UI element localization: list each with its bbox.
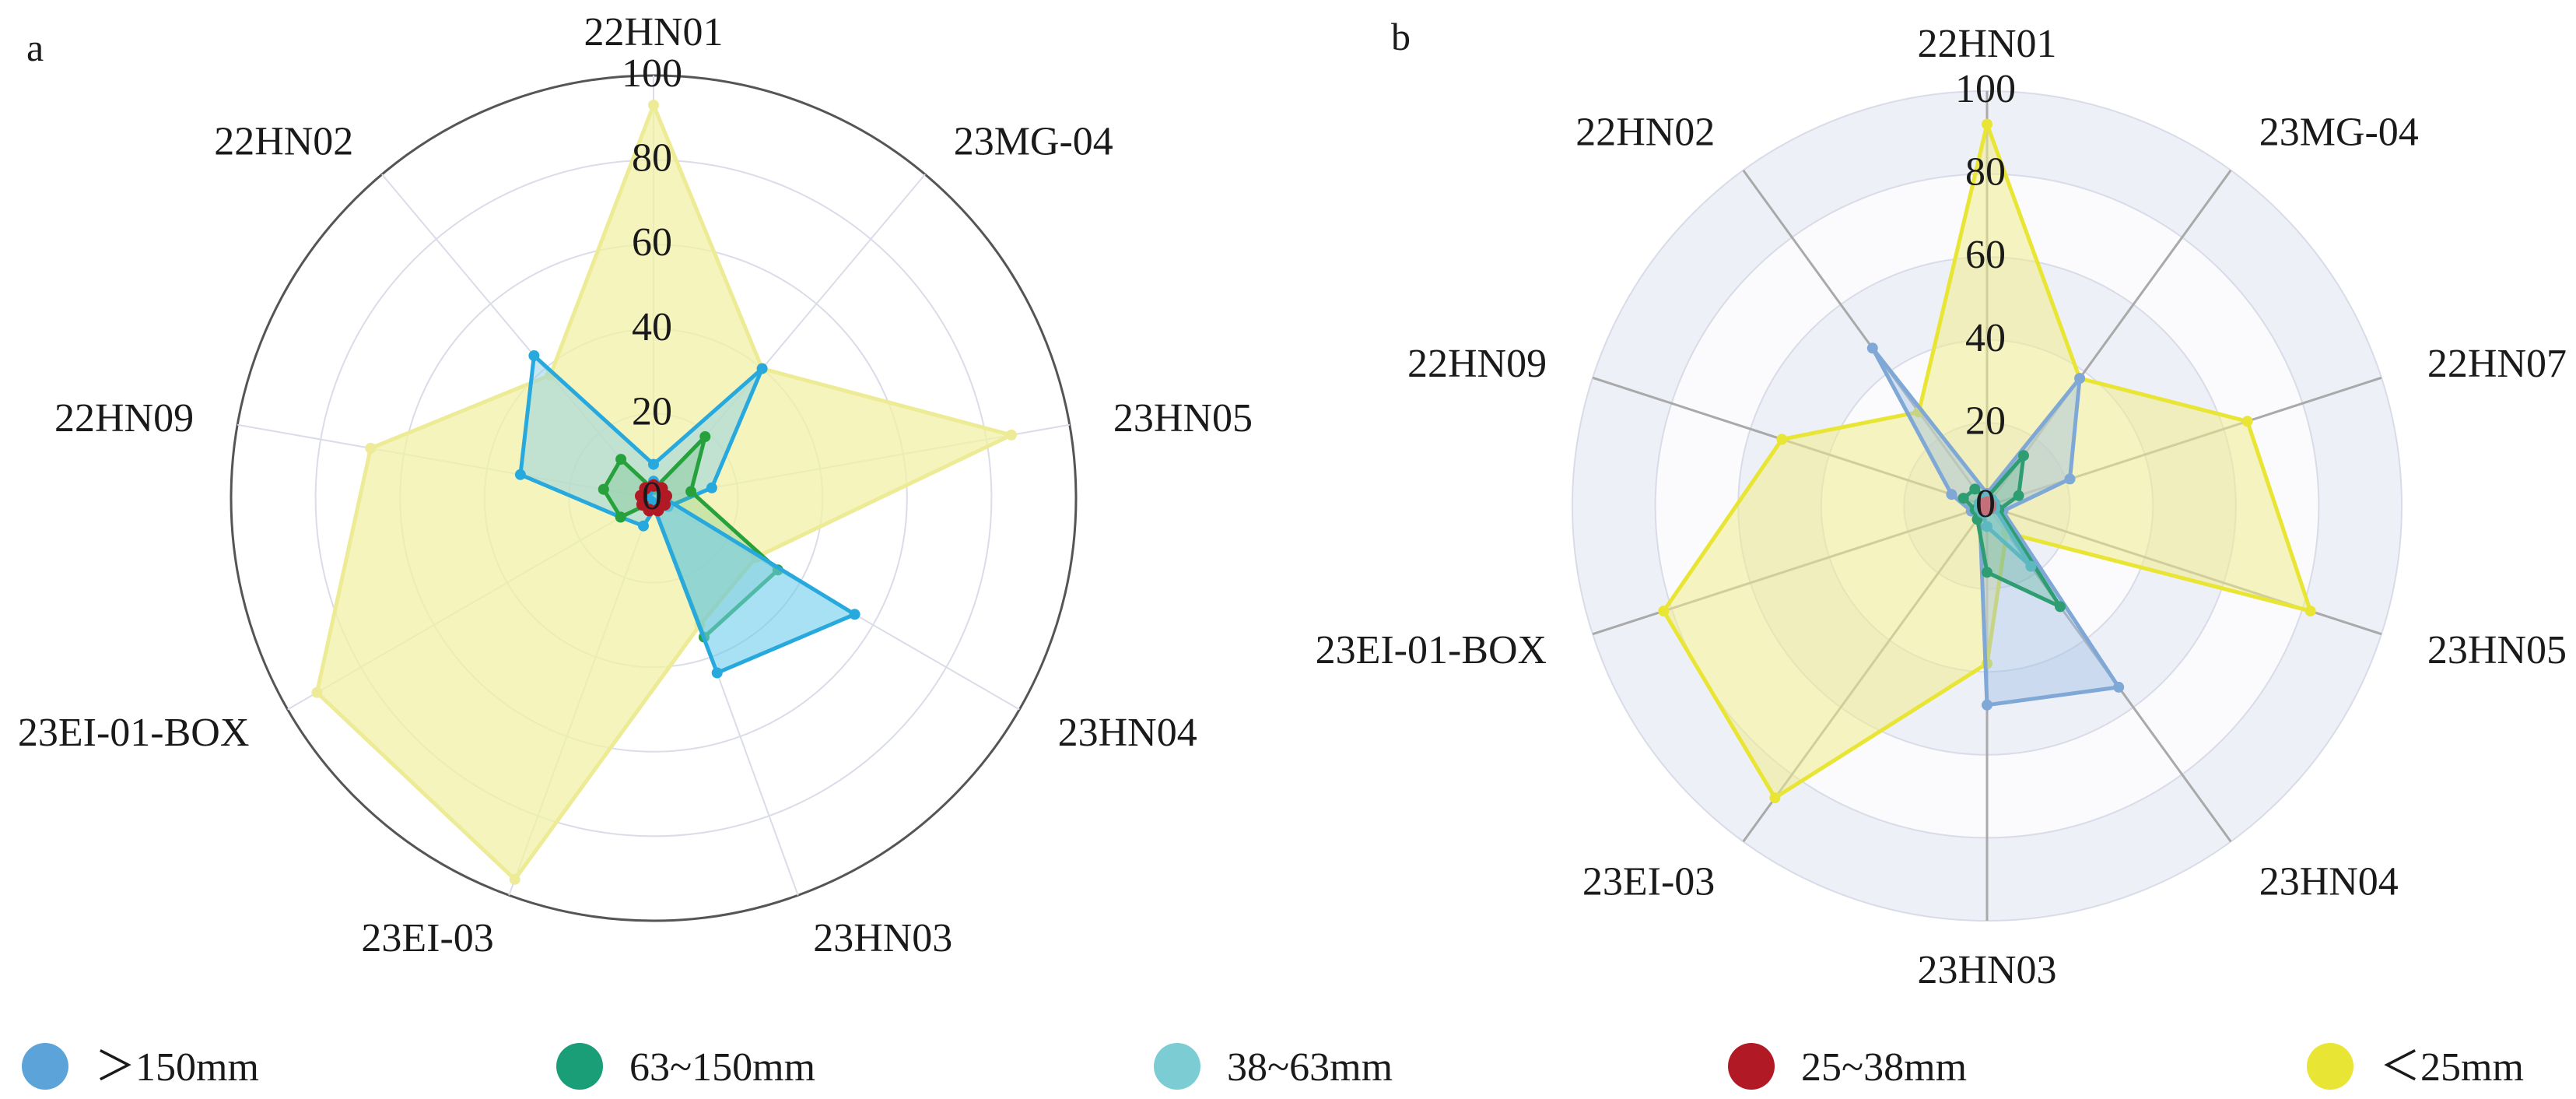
data-point-lt25 [311,686,323,698]
axis-label: 22HN01 [1917,22,2056,66]
axis-label: 23HN05 [2427,628,2567,672]
data-point-gt150 [648,458,659,470]
axis-label: 23EI-03 [361,916,493,960]
data-point-m38_63 [2025,560,2037,572]
radial-tick-label: 40 [632,305,672,349]
data-point-gt150 [638,520,649,532]
axis-label: 23MG-04 [954,119,1113,163]
data-point-lt25 [1982,118,1992,130]
radial-tick-label: 60 [632,220,672,265]
data-point-lt25 [1769,792,1781,804]
data-point-gt150 [2074,373,2086,384]
axis-label: 23HN04 [2259,859,2399,904]
legend-label: 63~150mm [629,1045,815,1090]
data-point-m25_38 [1978,497,1990,508]
radial-tick-label: 100 [1955,67,2016,111]
data-point-lt25 [1005,429,1017,441]
axis-label: 23EI-01-BOX [1316,628,1547,672]
data-point-m63_150 [2055,601,2066,613]
legend-label: ＞150mm [95,1045,259,1090]
data-point-m63_150 [598,483,609,495]
axis-label: 23HN05 [1113,396,1253,441]
data-point-lt25 [365,442,377,454]
radial-tick-label: 20 [632,389,672,434]
panel-label: b [1391,15,1411,58]
radial-tick-label: 100 [622,51,682,96]
axis-label: 23HN03 [813,916,952,960]
data-point-lt25 [2304,606,2316,617]
axis-label: 22HN09 [54,396,194,441]
legend-marker-m38_63 [1154,1043,1200,1090]
axis-label: 23EI-01-BOX [18,711,250,755]
data-point-m25_38 [639,482,652,495]
radial-tick-label: 20 [1965,399,2006,443]
data-point-gt150 [756,363,768,374]
legend: ＞150mm 63~150mm 38~63mm 25~38mm ＜25mm [22,1043,2524,1090]
data-point-m63_150 [1982,567,1992,578]
data-point-gt150 [1946,489,1957,500]
axis-label: 23HN03 [1917,948,2056,992]
axis-label: 23HN04 [1058,711,1197,755]
radial-tick-label: 60 [1965,233,2006,277]
data-point-m63_150 [1969,483,1981,495]
radial-tick-label: 80 [632,136,672,181]
legend-marker-gt150 [22,1043,68,1090]
data-point-m25_38 [651,504,664,517]
data-point-gt150 [2113,681,2125,693]
data-point-gt150 [528,350,540,361]
data-point-gt150 [706,482,717,493]
data-point-m63_150 [685,486,697,497]
data-point-gt150 [514,469,526,480]
data-point-m38_63 [1982,521,1992,532]
data-point-m38_63 [849,609,860,620]
legend-label: 25~38mm [1801,1045,1967,1090]
radial-tick-label: 0 [642,474,662,518]
data-point-m63_150 [2018,450,2029,462]
legend-marker-lt25 [2307,1043,2353,1090]
data-point-lt25 [648,100,659,111]
data-point-gt150 [2064,473,2076,485]
data-point-gt150 [1866,342,1878,354]
data-point-m63_150 [2013,490,2024,501]
radial-tick-label: 80 [1965,150,2006,195]
axis-label: 22HN07 [2427,342,2567,386]
data-point-m63_150 [615,454,627,465]
axis-label: 22HN02 [214,119,353,163]
radial-tick-label: 40 [1965,316,2006,360]
data-point-m38_63 [711,667,723,679]
data-point-gt150 [1982,699,1992,711]
radial-tick-label: 0 [1975,482,1996,526]
data-point-lt25 [2241,416,2253,427]
axis-label: 22HN01 [584,10,723,54]
axis-label: 22HN09 [1407,342,1547,386]
data-point-lt25 [1658,606,1670,617]
data-point-lt25 [509,873,520,885]
legend-label: 38~63mm [1227,1045,1393,1090]
data-point-m63_150 [699,431,711,442]
data-point-m63_150 [1957,493,1969,504]
data-point-lt25 [1776,434,1788,445]
axis-label: 22HN02 [1575,111,1715,155]
legend-marker-m25_38 [1728,1043,1775,1090]
panel-label: a [26,26,44,69]
data-point-m63_150 [615,511,626,523]
legend-marker-m63_150 [556,1043,603,1090]
axis-label: 23MG-04 [2259,111,2419,155]
axis-label: 23EI-03 [1582,859,1715,904]
legend-label: ＜25mm [2380,1045,2524,1090]
